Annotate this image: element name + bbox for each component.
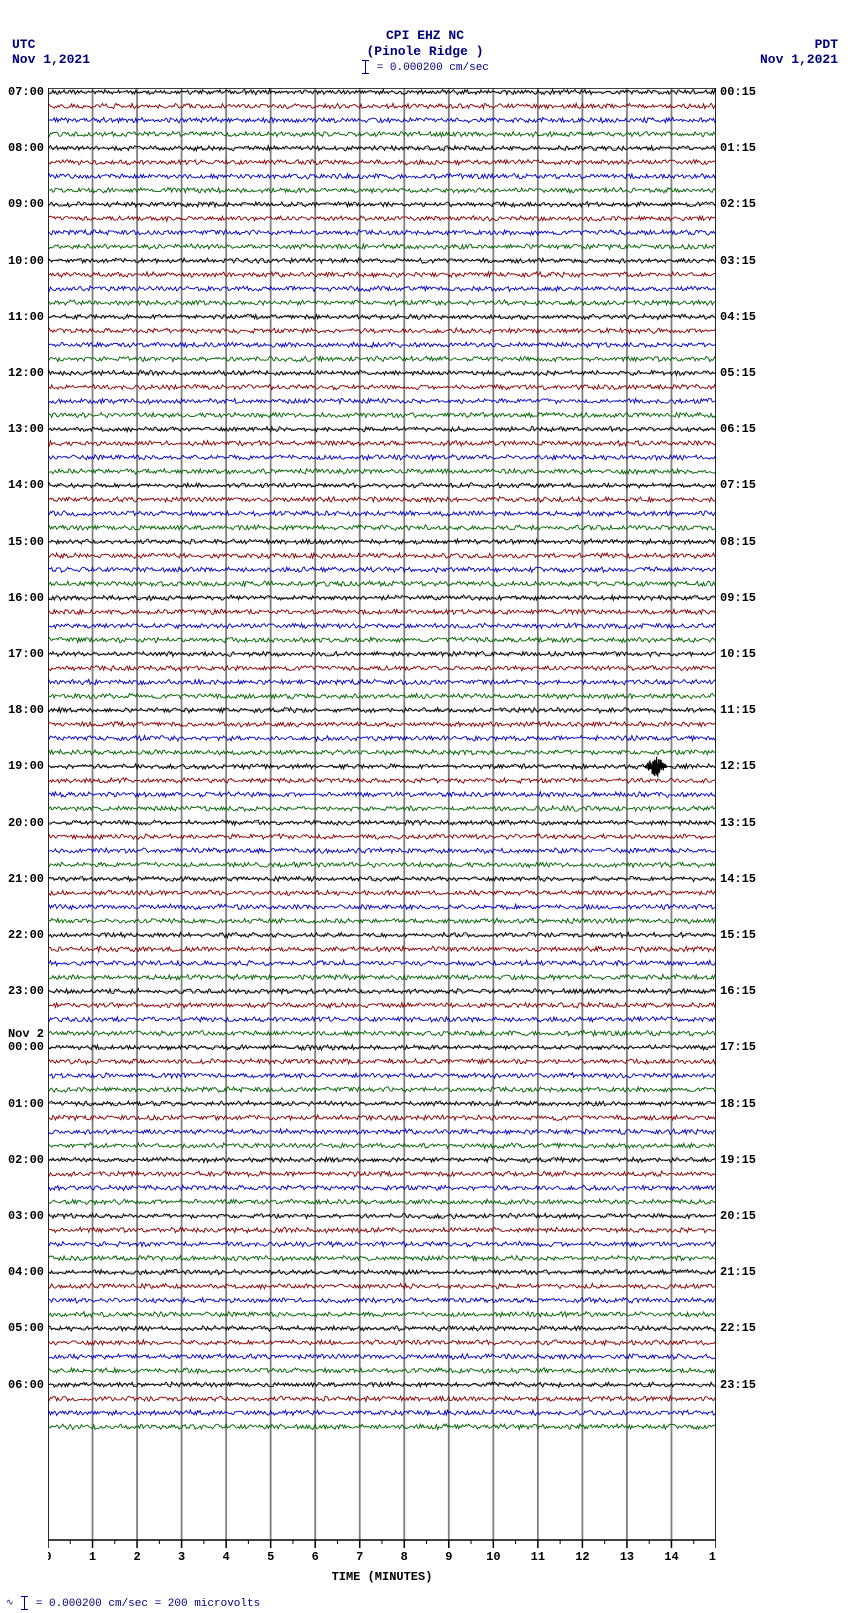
svg-text:2: 2: [133, 1550, 140, 1564]
x-axis-svg: 0123456789101112131415: [48, 1540, 716, 1570]
utc-hour-label: 10:00: [8, 254, 44, 268]
svg-text:7: 7: [356, 1550, 363, 1564]
utc-time-labels: 07:00 08:00 09:00 10:00 11:00 12:00 13:00 14:00…: [0, 88, 46, 1540]
pdt-time-labels: 00:15 01:15 02:15 03:15 04:15 05:15 06:15 07:15…: [718, 88, 838, 1540]
utc-hour-label: 18:00: [8, 703, 44, 717]
pdt-hour-label: 03:15: [720, 254, 756, 268]
pdt-hour-label: 07:15: [720, 478, 756, 492]
utc-hour-label: 17:00: [8, 647, 44, 661]
pdt-hour-label: 14:15: [720, 872, 756, 886]
pdt-hour-label: 20:15: [720, 1209, 756, 1223]
utc-hour-label: 05:00: [8, 1321, 44, 1335]
scale-bar-icon: [365, 60, 366, 74]
svg-text:14: 14: [664, 1550, 678, 1564]
svg-text:3: 3: [178, 1550, 185, 1564]
utc-hour-label: 13:00: [8, 422, 44, 436]
pdt-hour-label: 22:15: [720, 1321, 756, 1335]
utc-hour-label: 04:00: [8, 1265, 44, 1279]
svg-text:12: 12: [575, 1550, 589, 1564]
svg-text:5: 5: [267, 1550, 274, 1564]
utc-hour-label: 20:00: [8, 816, 44, 830]
utc-hour-label: 02:00: [8, 1153, 44, 1167]
svg-text:1: 1: [89, 1550, 96, 1564]
utc-hour-label: 07:00: [8, 85, 44, 99]
svg-text:11: 11: [531, 1550, 545, 1564]
utc-hour-label: 21:00: [8, 872, 44, 886]
pdt-hour-label: 18:15: [720, 1097, 756, 1111]
svg-text:9: 9: [445, 1550, 452, 1564]
pdt-hour-label: 08:15: [720, 535, 756, 549]
footer-scale-bar-icon: [24, 1596, 25, 1610]
scale-indicator: = 0.000200 cm/sec: [0, 60, 850, 74]
svg-text:4: 4: [223, 1550, 230, 1564]
helicorder-plot: [48, 88, 716, 1540]
title-line2: (Pinole Ridge ): [366, 44, 483, 59]
svg-text:10: 10: [486, 1550, 500, 1564]
utc-hour-label: 01:00: [8, 1097, 44, 1111]
pdt-hour-label: 15:15: [720, 928, 756, 942]
title-line1: CPI EHZ NC: [386, 28, 464, 43]
plot-title: CPI EHZ NC (Pinole Ridge ): [0, 28, 850, 59]
pdt-hour-label: 00:15: [720, 85, 756, 99]
seismogram-container: UTC Nov 1,2021 PDT Nov 1,2021 CPI EHZ NC…: [0, 0, 850, 1613]
utc-hour-label: 08:00: [8, 141, 44, 155]
utc-hour-label: 06:00: [8, 1378, 44, 1392]
svg-text:13: 13: [620, 1550, 634, 1564]
pdt-hour-label: 05:15: [720, 366, 756, 380]
helicorder-svg: [48, 88, 716, 1540]
x-axis-label: TIME (MINUTES): [48, 1570, 716, 1584]
pdt-hour-label: 21:15: [720, 1265, 756, 1279]
date-boundary-label: Nov 2: [8, 1027, 44, 1041]
pdt-hour-label: 06:15: [720, 422, 756, 436]
svg-text:8: 8: [401, 1550, 408, 1564]
utc-hour-label: 11:00: [8, 310, 44, 324]
utc-hour-label: 00:00: [8, 1040, 44, 1054]
utc-hour-label: 03:00: [8, 1209, 44, 1223]
scale-text: = 0.000200 cm/sec: [377, 62, 489, 74]
footer-text: = 0.000200 cm/sec = 200 microvolts: [36, 1598, 260, 1610]
pdt-hour-label: 19:15: [720, 1153, 756, 1167]
utc-hour-label: 12:00: [8, 366, 44, 380]
utc-hour-label: 19:00: [8, 759, 44, 773]
footer-scale: ∿ = 0.000200 cm/sec = 200 microvolts: [6, 1596, 260, 1610]
svg-text:0: 0: [48, 1550, 52, 1564]
utc-hour-label: 15:00: [8, 535, 44, 549]
utc-hour-label: 14:00: [8, 478, 44, 492]
pdt-hour-label: 01:15: [720, 141, 756, 155]
pdt-hour-label: 09:15: [720, 591, 756, 605]
pdt-hour-label: 17:15: [720, 1040, 756, 1054]
utc-hour-label: 09:00: [8, 197, 44, 211]
pdt-hour-label: 16:15: [720, 984, 756, 998]
svg-text:15: 15: [709, 1550, 716, 1564]
utc-hour-label: 23:00: [8, 984, 44, 998]
pdt-hour-label: 10:15: [720, 647, 756, 661]
pdt-hour-label: 12:15: [720, 759, 756, 773]
utc-hour-label: 22:00: [8, 928, 44, 942]
pdt-hour-label: 11:15: [720, 703, 756, 717]
pdt-hour-label: 04:15: [720, 310, 756, 324]
pdt-hour-label: 13:15: [720, 816, 756, 830]
pdt-hour-label: 23:15: [720, 1378, 756, 1392]
utc-hour-label: 16:00: [8, 591, 44, 605]
pdt-hour-label: 02:15: [720, 197, 756, 211]
svg-text:6: 6: [312, 1550, 319, 1564]
